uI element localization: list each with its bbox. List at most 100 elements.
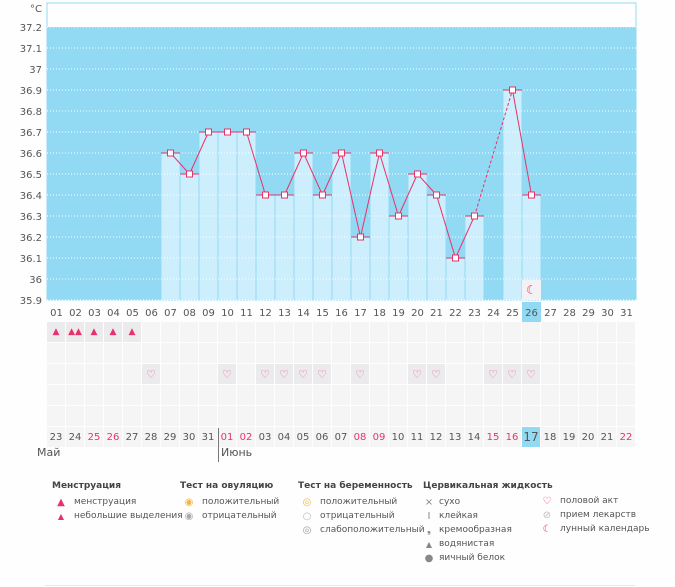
menstruation-cell[interactable] (598, 322, 616, 342)
calendar-date[interactable]: 27 (123, 427, 141, 447)
calendar-date[interactable]: 18 (541, 427, 559, 447)
symptom-cell[interactable] (294, 385, 312, 405)
symptom-cell[interactable] (484, 406, 502, 426)
symptom-cell[interactable] (465, 385, 483, 405)
menstruation-cell[interactable] (541, 322, 559, 342)
intercourse-cell[interactable] (541, 364, 559, 384)
symptom-cell[interactable] (66, 385, 84, 405)
intercourse-cell[interactable]: ♡ (427, 364, 445, 384)
intercourse-cell[interactable] (199, 364, 217, 384)
intercourse-cell[interactable] (66, 364, 84, 384)
menstruation-cell[interactable] (370, 322, 388, 342)
intercourse-cell[interactable] (332, 364, 350, 384)
menstruation-cell[interactable] (408, 322, 426, 342)
menstruation-cell[interactable] (275, 322, 293, 342)
intercourse-cell[interactable]: ♡ (313, 364, 331, 384)
symptom-cell[interactable] (199, 343, 217, 363)
symptom-cell[interactable] (351, 343, 369, 363)
calendar-date[interactable]: 16 (503, 427, 521, 447)
calendar-date[interactable]: 12 (427, 427, 445, 447)
symptom-cell[interactable] (579, 385, 597, 405)
calendar-date[interactable]: 15 (484, 427, 502, 447)
symptom-cell[interactable] (541, 406, 559, 426)
menstruation-cell[interactable] (427, 322, 445, 342)
symptom-cell[interactable] (427, 343, 445, 363)
symptom-cell[interactable] (427, 385, 445, 405)
symptom-cell[interactable] (123, 385, 141, 405)
menstruation-cell[interactable]: ▲ (123, 322, 141, 342)
calendar-date[interactable]: 19 (560, 427, 578, 447)
symptom-cell[interactable] (617, 343, 635, 363)
menstruation-cell[interactable] (294, 322, 312, 342)
menstruation-cell[interactable] (313, 322, 331, 342)
symptom-cell[interactable] (408, 343, 426, 363)
intercourse-cell[interactable] (85, 364, 103, 384)
symptom-cell[interactable] (161, 343, 179, 363)
menstruation-cell[interactable] (503, 322, 521, 342)
symptom-cell[interactable] (275, 343, 293, 363)
symptom-cell[interactable] (617, 385, 635, 405)
intercourse-cell[interactable]: ♡ (351, 364, 369, 384)
symptom-cell[interactable] (484, 385, 502, 405)
intercourse-cell[interactable] (465, 364, 483, 384)
symptom-cell[interactable] (370, 343, 388, 363)
symptom-cell[interactable] (294, 406, 312, 426)
symptom-cell[interactable] (579, 343, 597, 363)
symptom-cell[interactable] (85, 385, 103, 405)
menstruation-cell[interactable] (237, 322, 255, 342)
intercourse-cell[interactable] (237, 364, 255, 384)
menstruation-cell[interactable]: ▲ (85, 322, 103, 342)
symptom-cell[interactable] (465, 343, 483, 363)
symptom-cell[interactable] (199, 406, 217, 426)
calendar-date[interactable]: 08 (351, 427, 369, 447)
intercourse-cell[interactable]: ♡ (294, 364, 312, 384)
menstruation-cell[interactable] (389, 322, 407, 342)
symptom-cell[interactable] (237, 385, 255, 405)
symptom-cell[interactable] (104, 343, 122, 363)
symptom-cell[interactable] (351, 406, 369, 426)
symptom-cell[interactable] (560, 406, 578, 426)
symptom-cell[interactable] (199, 385, 217, 405)
menstruation-cell[interactable] (142, 322, 160, 342)
calendar-date[interactable]: 29 (161, 427, 179, 447)
menstruation-cell[interactable] (351, 322, 369, 342)
intercourse-cell[interactable]: ♡ (484, 364, 502, 384)
intercourse-cell[interactable] (446, 364, 464, 384)
symptom-cell[interactable] (522, 385, 540, 405)
symptom-cell[interactable] (579, 406, 597, 426)
symptom-cell[interactable] (218, 406, 236, 426)
intercourse-cell[interactable]: ♡ (522, 364, 540, 384)
symptom-cell[interactable] (218, 385, 236, 405)
menstruation-cell[interactable] (522, 322, 540, 342)
symptom-cell[interactable] (598, 406, 616, 426)
symptom-cell[interactable] (313, 406, 331, 426)
symptom-cell[interactable] (560, 385, 578, 405)
symptom-cell[interactable] (332, 385, 350, 405)
intercourse-cell[interactable] (617, 364, 635, 384)
symptom-cell[interactable] (142, 343, 160, 363)
symptom-cell[interactable] (180, 343, 198, 363)
menstruation-cell[interactable] (180, 322, 198, 342)
symptom-cell[interactable] (66, 406, 84, 426)
menstruation-cell[interactable] (617, 322, 635, 342)
intercourse-cell[interactable]: ♡ (275, 364, 293, 384)
intercourse-cell[interactable] (104, 364, 122, 384)
symptom-cell[interactable] (408, 385, 426, 405)
symptom-cell[interactable] (294, 343, 312, 363)
intercourse-cell[interactable]: ♡ (218, 364, 236, 384)
symptom-cell[interactable] (218, 343, 236, 363)
calendar-date[interactable]: 02 (237, 427, 255, 447)
symptom-cell[interactable] (332, 406, 350, 426)
calendar-date[interactable]: 31 (199, 427, 217, 447)
calendar-date[interactable]: 09 (370, 427, 388, 447)
calendar-date[interactable]: 21 (598, 427, 616, 447)
symptom-cell[interactable] (484, 343, 502, 363)
menstruation-cell[interactable] (199, 322, 217, 342)
symptom-cell[interactable] (180, 406, 198, 426)
calendar-date[interactable]: 14 (465, 427, 483, 447)
symptom-cell[interactable] (256, 343, 274, 363)
symptom-cell[interactable] (541, 385, 559, 405)
symptom-cell[interactable] (161, 385, 179, 405)
symptom-cell[interactable] (541, 343, 559, 363)
intercourse-cell[interactable] (47, 364, 65, 384)
